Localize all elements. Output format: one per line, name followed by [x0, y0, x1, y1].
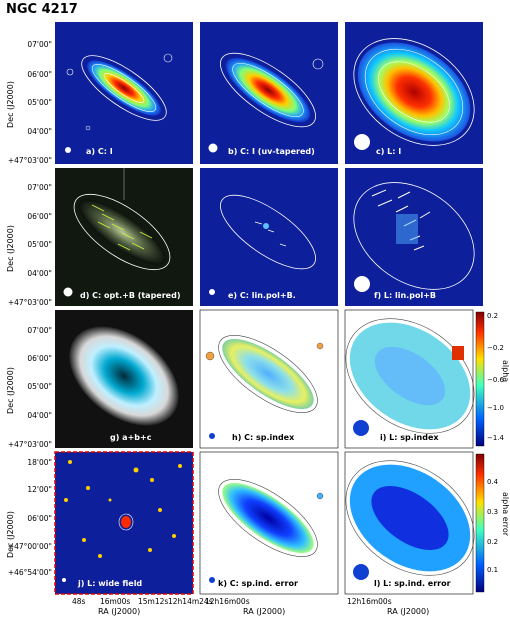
panel-b — [200, 22, 338, 164]
panel-label-e: e) C: lin.pol+B. — [228, 291, 296, 300]
panel-l — [344, 451, 475, 595]
dec-tick: +47°03'00" — [7, 156, 52, 165]
cb-alpha-tick: −1.0 — [487, 404, 504, 412]
panel-label-a: a) C: I — [86, 147, 113, 156]
cb-error-tick: 0.3 — [487, 508, 499, 516]
ra-tick: 12h14m24s — [168, 597, 213, 606]
panel-d — [55, 168, 193, 306]
x-axis-label-mid: RA (J2000) — [243, 607, 286, 616]
panel-c — [345, 22, 483, 164]
ra-tick: 48s — [72, 597, 86, 606]
panel-label-l: l) L: sp.ind. error — [374, 579, 451, 588]
cb-error-tick: 0.4 — [487, 478, 499, 486]
colorbar-error — [475, 453, 485, 593]
dec-tick-wide: 12'00" — [27, 485, 52, 494]
panel-h — [199, 309, 339, 449]
cb-alpha-tick: −0.2 — [487, 344, 504, 352]
dec-tick: 06'00" — [27, 70, 52, 79]
dec-tick-wide: 18'00" — [27, 458, 52, 467]
colorbar-alpha — [475, 311, 485, 447]
dec-tick: 05'00" — [27, 382, 52, 391]
ra-tick: 15m12s — [138, 597, 169, 606]
x-axis-label-left: RA (J2000) — [98, 607, 141, 616]
dec-tick: +47°03'00" — [7, 440, 52, 449]
panel-label-h: h) C: sp.index — [232, 433, 295, 442]
panel-f — [345, 168, 483, 306]
dec-tick: 04'00" — [27, 269, 52, 278]
dec-tick-wide: 06'00" — [27, 514, 52, 523]
panel-k — [199, 451, 339, 595]
panel-label-g: g) a+b+c — [110, 433, 152, 442]
dec-tick: 06'00" — [27, 354, 52, 363]
dec-tick: 06'00" — [27, 212, 52, 221]
ra-tick: 12h16m00s — [205, 597, 250, 606]
cb-alpha-tick: −0.6 — [487, 376, 504, 384]
dec-tick-wide: +47°00'00" — [7, 542, 52, 551]
dec-tick: 05'00" — [27, 240, 52, 249]
panel-label-b: b) C: I (uv-tapered) — [228, 147, 315, 156]
panel-label-j: j) L: wide field — [77, 579, 142, 588]
panel-label-i: i) L: sp.index — [380, 433, 439, 442]
cb-error-tick: 0.2 — [487, 538, 499, 546]
cb-error-tick: 0.1 — [487, 566, 499, 574]
panel-e — [200, 168, 338, 306]
dec-tick: 07'00" — [27, 326, 52, 335]
panel-i — [344, 309, 475, 449]
dec-tick: 07'00" — [27, 183, 52, 192]
x-axis-label-right: RA (J2000) — [387, 607, 430, 616]
dec-tick: 04'00" — [27, 411, 52, 420]
dec-tick: +47°03'00" — [7, 298, 52, 307]
cb-error-label: alpha error — [501, 492, 510, 537]
cb-alpha-label: alpha — [501, 360, 510, 383]
panel-a — [55, 22, 193, 164]
panel-label-d: d) C: opt.+B (tapered) — [80, 291, 180, 300]
panel-label-k: k) C: sp.ind. error — [218, 579, 298, 588]
cb-alpha-tick: 0.2 — [487, 312, 499, 320]
panel-j — [54, 451, 194, 595]
ra-tick: 16m00s — [100, 597, 131, 606]
ra-tick: 12h16m00s — [347, 597, 392, 606]
dec-tick-wide: +46°54'00" — [7, 568, 52, 577]
figure-title: NGC 4217 — [6, 2, 78, 17]
dec-tick: 05'00" — [27, 98, 52, 107]
dec-tick: 04'00" — [27, 127, 52, 136]
panel-label-f: f) L: lin.pol+B — [374, 291, 436, 300]
cb-alpha-tick: −1.4 — [487, 434, 504, 442]
panel-g — [55, 310, 193, 448]
dec-tick: 07'00" — [27, 40, 52, 49]
panel-label-c: c) L: I — [376, 147, 401, 156]
